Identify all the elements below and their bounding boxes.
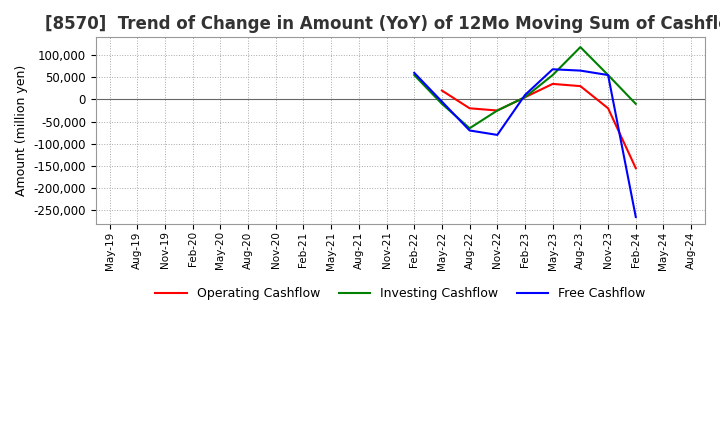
Y-axis label: Amount (million yen): Amount (million yen) (15, 65, 28, 196)
Legend: Operating Cashflow, Investing Cashflow, Free Cashflow: Operating Cashflow, Investing Cashflow, … (150, 282, 650, 305)
Title: [8570]  Trend of Change in Amount (YoY) of 12Mo Moving Sum of Cashflows: [8570] Trend of Change in Amount (YoY) o… (45, 15, 720, 33)
